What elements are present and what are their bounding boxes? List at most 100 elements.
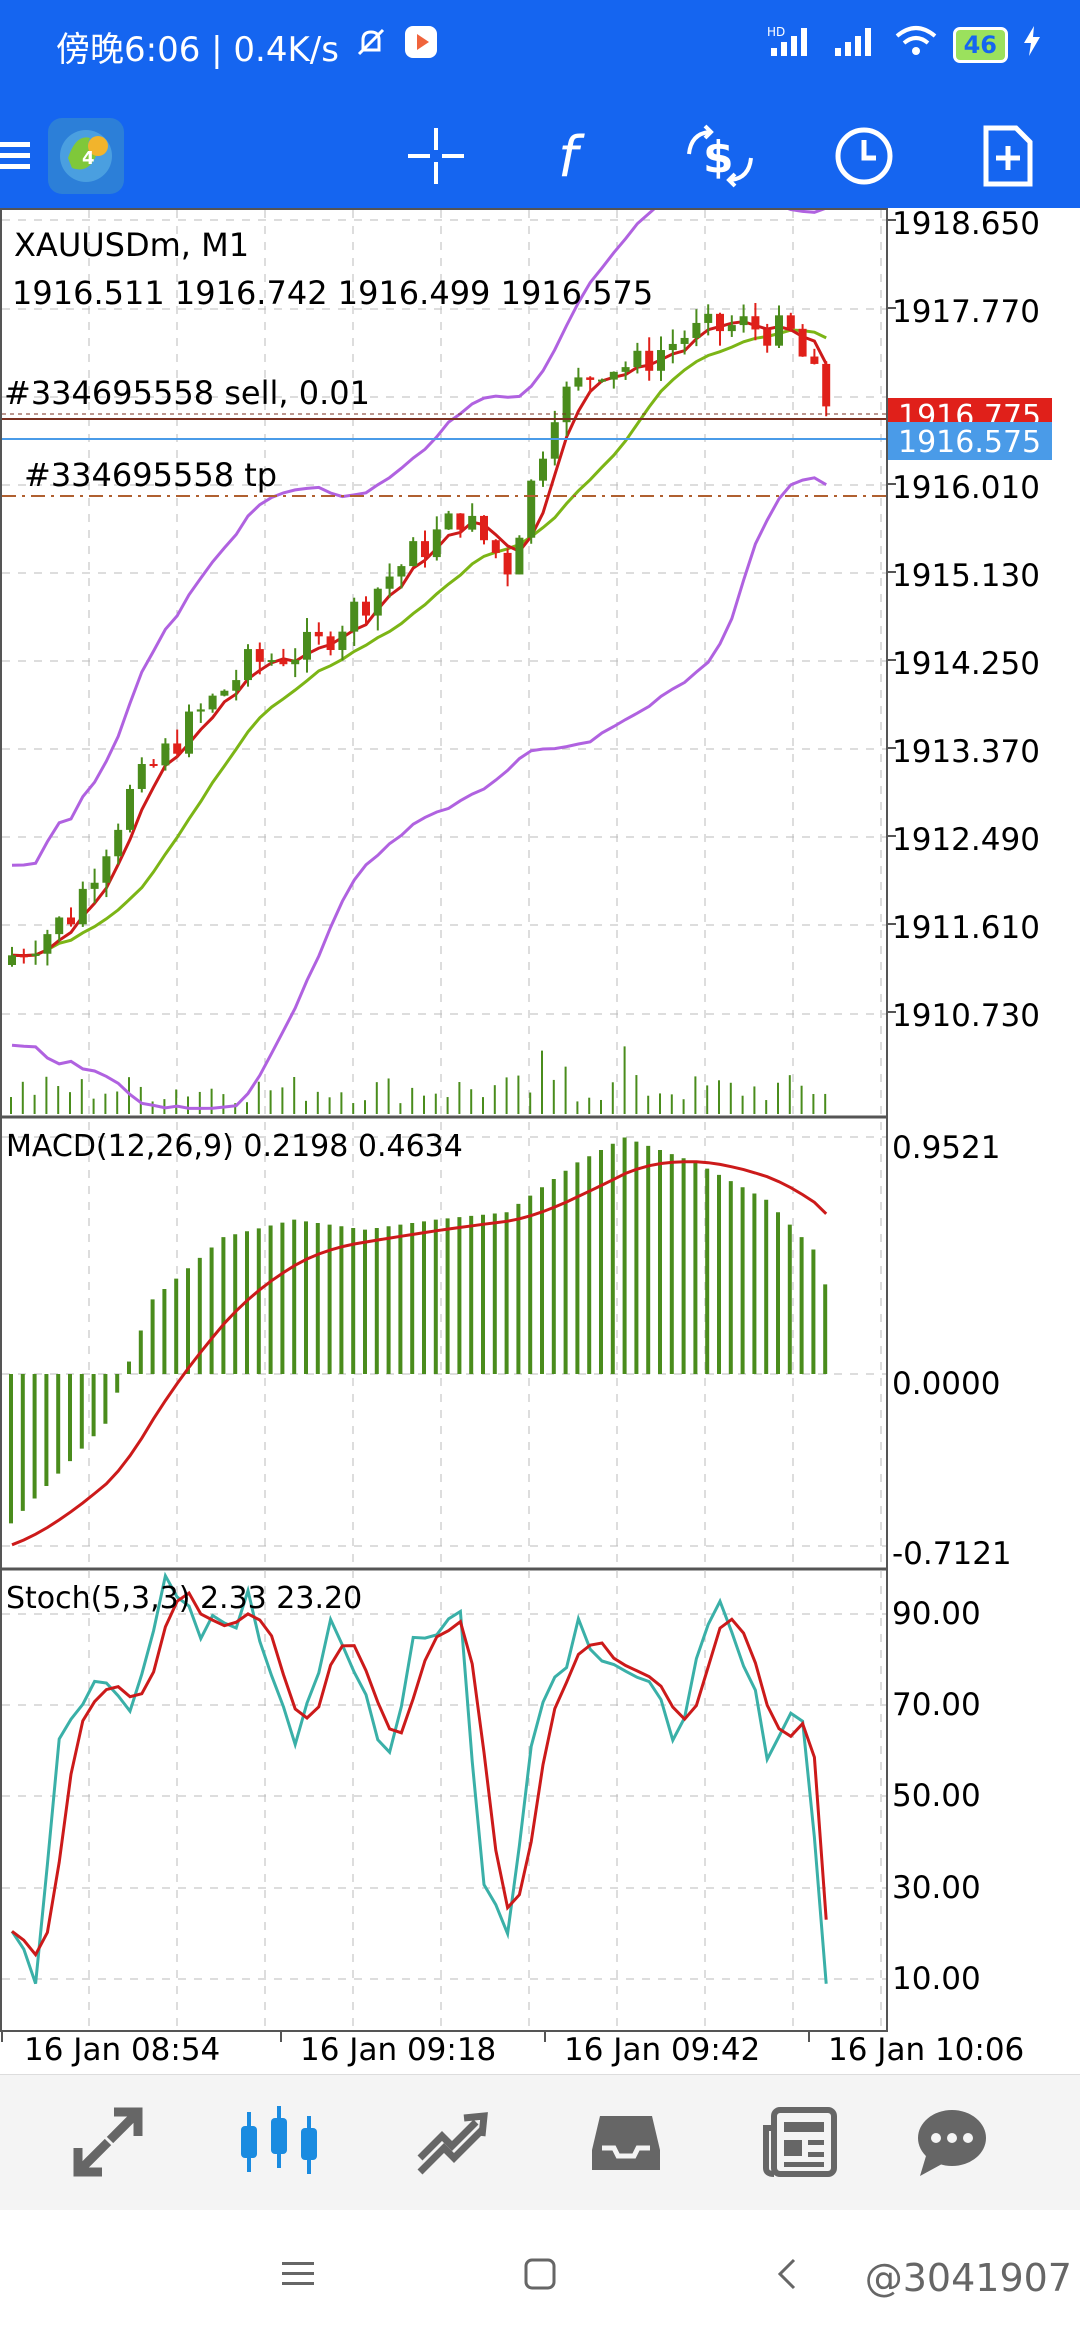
time-tick-label: 16 Jan 08:54 (24, 2032, 220, 2068)
candle-body (515, 537, 524, 575)
hd-signal-icon: HD (767, 24, 817, 65)
candle-body (775, 315, 783, 346)
ohlc-values: 1916.511 1916.742 1916.499 1916.575 (12, 274, 653, 312)
price-tick-label: 1916.010 (892, 470, 1040, 506)
candle-body (149, 764, 158, 767)
recent-apps-icon[interactable] (268, 2244, 328, 2304)
candle-body (692, 322, 701, 338)
candle-body (43, 934, 52, 954)
chart-frame (0, 208, 888, 2032)
price-axis: 1918.650 1917.770 1916.010 1915.130 1914.250… (886, 206, 1040, 1034)
candle-body (314, 631, 323, 637)
new-order-icon[interactable] (968, 116, 1048, 196)
candle-body (137, 764, 146, 789)
signal-icon (833, 24, 879, 65)
macd-tick-label: -0.7121 (892, 1536, 1012, 1572)
candle-body (196, 709, 205, 712)
trade-icon[interactable] (402, 2097, 502, 2187)
svg-text:$: $ (703, 132, 734, 183)
candle-body (291, 659, 300, 665)
symbols-icon[interactable]: $ (680, 116, 760, 196)
candle-body (739, 316, 748, 326)
candlesticks (8, 302, 831, 967)
wifi-icon (895, 24, 937, 65)
charging-icon (1024, 26, 1040, 63)
stoch-axis: 90.00 70.00 50.00 30.00 10.00 (892, 1596, 981, 1997)
stoch-label: Stoch(5,3,3) 2.33 23.20 (6, 1581, 362, 1616)
back-icon[interactable] (758, 2244, 818, 2304)
history-icon[interactable] (824, 116, 904, 196)
stoch-tick-label: 90.00 (892, 1596, 981, 1632)
candle-body (255, 649, 264, 662)
indicators-icon[interactable]: f (538, 116, 618, 196)
take-profit-label[interactable]: #334695558 tp (24, 456, 277, 494)
bid-price-tag-text: 1916.575 (898, 425, 1041, 460)
top-toolbar: 4 f $ (0, 96, 1080, 208)
candle-body (763, 329, 772, 346)
notifications-muted-icon (353, 24, 389, 69)
price-tick-label: 1912.490 (892, 822, 1040, 858)
order-label[interactable]: #334695558 sell, 0.01 (4, 374, 370, 412)
candle-body (574, 377, 583, 387)
candle-body (609, 371, 618, 380)
svg-text:4: 4 (82, 148, 95, 169)
bottom-navigation (0, 2074, 1080, 2211)
candle-body (444, 513, 453, 530)
chart-area[interactable]: XAUUSDm, M1 1916.511 1916.742 1916.499 1… (0, 206, 1080, 2074)
candle-body (244, 649, 252, 681)
candle-body (161, 743, 170, 766)
svg-text:f: f (558, 125, 585, 188)
moving-average-slow (11, 328, 827, 958)
candle-body (220, 690, 229, 696)
bollinger-upper (11, 210, 826, 867)
candle-body (432, 529, 441, 558)
candle-body (8, 955, 16, 965)
time-tick-label: 16 Jan 09:18 (300, 2032, 496, 2068)
price-tick-label: 1914.250 (892, 646, 1040, 682)
stoch-tick-label: 30.00 (892, 1870, 981, 1906)
candle-body (78, 888, 87, 925)
candle-body (633, 350, 642, 368)
chart-icon[interactable] (230, 2097, 330, 2187)
candle-body (668, 343, 677, 351)
candle-body (810, 356, 819, 364)
candle-body (421, 541, 429, 558)
status-time: 傍晚6:06 | 0.4K/s (56, 30, 339, 70)
news-icon[interactable] (750, 2097, 850, 2187)
candle-body (303, 631, 311, 660)
candle-body (822, 363, 831, 407)
messages-icon[interactable] (902, 2097, 1002, 2187)
candle-body (385, 576, 394, 589)
quotes-icon[interactable] (58, 2097, 158, 2187)
macd-signal-line (11, 1160, 828, 1547)
macd-tick-label: 0.0000 (892, 1366, 1000, 1402)
battery-indicator: 46 (952, 26, 1008, 63)
candle-body (350, 601, 359, 632)
candle-body (185, 711, 193, 754)
svg-text:HD: HD (767, 25, 785, 39)
time-tick-label: 16 Jan 09:42 (564, 2032, 760, 2068)
crosshair-icon[interactable] (396, 116, 476, 196)
moving-average-fast (11, 320, 828, 958)
candle-body (680, 337, 689, 344)
candle-body (786, 315, 795, 329)
macd-label: MACD(12,26,9) 0.2198 0.4634 (6, 1129, 463, 1164)
candle-body (338, 631, 347, 650)
stoch-tick-label: 50.00 (892, 1778, 981, 1814)
menu-icon[interactable] (0, 116, 60, 196)
app-logo[interactable]: 4 (46, 116, 126, 196)
candle-body (31, 953, 40, 956)
candle-body (126, 788, 134, 830)
home-icon[interactable] (510, 2244, 570, 2304)
price-tick-label: 1911.610 (892, 910, 1040, 946)
history-inbox-icon[interactable] (576, 2097, 676, 2187)
bid-price-tag (888, 422, 1052, 460)
price-chart[interactable]: XAUUSDm, M1 1916.511 1916.742 1916.499 1… (0, 206, 1080, 2074)
price-tick-label: 1917.770 (892, 294, 1040, 330)
time-tick-label: 16 Jan 10:06 (828, 2032, 1024, 2068)
bollinger-lower (11, 476, 827, 1110)
price-tick-label: 1910.730 (892, 998, 1040, 1034)
symbol-label: XAUUSDm, M1 (14, 226, 249, 264)
candle-body (67, 917, 75, 925)
candle-body (562, 386, 571, 423)
